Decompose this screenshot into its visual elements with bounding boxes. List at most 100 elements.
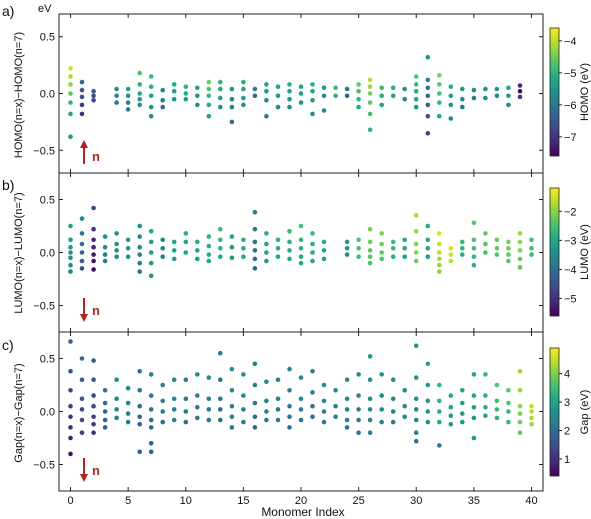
data-point	[333, 85, 338, 91]
data-point	[448, 252, 454, 257]
data-point	[195, 248, 200, 253]
data-point	[413, 241, 419, 247]
data-point	[437, 409, 442, 414]
data-point	[437, 113, 442, 119]
data-point	[68, 100, 73, 105]
data-point	[402, 237, 408, 243]
data-point	[183, 239, 189, 245]
data-point	[160, 87, 165, 93]
data-point	[494, 93, 500, 99]
data-point	[321, 409, 327, 414]
data-point	[460, 104, 465, 110]
data-point	[68, 223, 73, 229]
unit-label: eV	[38, 3, 52, 15]
data-point	[298, 91, 304, 96]
data-point	[183, 231, 189, 236]
data-point	[367, 226, 373, 232]
data-point	[390, 254, 396, 259]
data-point	[425, 77, 431, 83]
data-point	[460, 400, 465, 406]
data-point	[91, 358, 96, 363]
data-point	[413, 375, 419, 380]
data-point	[367, 407, 373, 412]
data-point	[137, 368, 142, 374]
colorbar-gradient	[549, 27, 560, 157]
data-point	[425, 398, 431, 404]
data-point	[333, 414, 338, 420]
data-point	[506, 246, 511, 251]
data-point	[287, 248, 292, 253]
panel-homo: a) eV HOMO(n=x)−HOMO(n=7) 0.5 0.0 −0.5 n −…	[2, 3, 591, 174]
y-axis-label: HOMO(n=x)−HOMO(n=7)	[13, 32, 25, 158]
data-point	[114, 100, 119, 105]
data-point	[310, 241, 315, 247]
data-point	[102, 417, 108, 423]
data-point	[402, 246, 408, 251]
data-point	[310, 111, 315, 117]
data-point	[287, 96, 292, 102]
data-point	[448, 116, 454, 121]
data-point	[229, 234, 235, 239]
data-point	[310, 98, 315, 103]
data-point	[483, 405, 488, 410]
data-point	[79, 407, 85, 412]
data-point	[148, 441, 154, 446]
data-point	[229, 414, 235, 420]
colorbar-gradient	[549, 347, 560, 477]
data-point	[287, 388, 292, 393]
data-point	[195, 372, 200, 377]
data-point	[125, 93, 131, 99]
data-point	[252, 226, 258, 232]
data-point	[356, 407, 361, 412]
colorbar-label: HOMO (eV)	[579, 63, 591, 121]
data-point	[68, 66, 73, 71]
data-point	[252, 266, 258, 271]
data-point	[252, 256, 258, 262]
colorbar-ticks: −2 −3 −4 −5	[559, 206, 577, 306]
y-tick-label: 0.0	[40, 248, 55, 260]
colorbar-tick-label: −7	[564, 132, 577, 144]
data-point	[195, 415, 200, 421]
data-point	[379, 93, 385, 99]
data-point	[298, 260, 304, 266]
data-point	[298, 100, 304, 105]
data-point	[125, 385, 131, 391]
data-point	[471, 87, 477, 93]
y-tick-label: −0.5	[33, 145, 55, 157]
data-point	[425, 409, 431, 414]
data-point	[102, 425, 108, 430]
data-point	[102, 400, 108, 406]
data-point	[79, 377, 85, 383]
panel-label: b)	[2, 177, 14, 193]
data-point	[206, 396, 212, 402]
data-point	[91, 244, 96, 250]
data-point	[437, 256, 442, 262]
data-point	[114, 396, 119, 402]
data-point	[160, 98, 165, 103]
data-point	[275, 254, 281, 259]
data-point	[506, 258, 511, 264]
data-point	[137, 244, 142, 250]
data-point	[252, 248, 258, 253]
data-point	[68, 255, 73, 261]
data-point	[321, 93, 327, 99]
data-point	[125, 86, 131, 92]
data-point	[218, 86, 223, 92]
data-point	[252, 400, 258, 406]
data-point	[460, 419, 465, 425]
data-point	[413, 343, 419, 349]
data-point	[275, 246, 281, 251]
data-point	[333, 403, 338, 409]
data-point	[171, 417, 177, 423]
data-point	[160, 382, 165, 388]
data-point	[529, 415, 534, 421]
data-point	[471, 262, 477, 268]
data-point	[517, 248, 523, 253]
data-point	[344, 417, 350, 423]
data-point	[264, 113, 269, 119]
data-point	[160, 409, 165, 414]
data-point	[183, 377, 189, 383]
data-point	[79, 258, 85, 264]
data-point	[148, 84, 154, 89]
data-point	[413, 430, 419, 436]
